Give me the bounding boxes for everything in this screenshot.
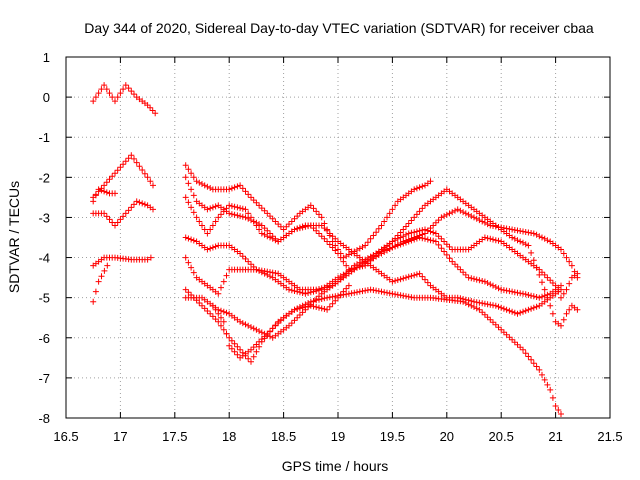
y-tick-label: -2 (38, 170, 50, 185)
y-tick-label: -8 (38, 411, 50, 426)
series-track-6 (90, 262, 111, 305)
x-axis-label: GPS time / hours (282, 458, 389, 474)
plus-markers (90, 152, 156, 201)
plus-markers (90, 186, 118, 205)
x-tick-label: 19 (331, 429, 345, 444)
grid-lines (66, 57, 610, 418)
x-tick-label: 17.5 (162, 429, 187, 444)
series-track-14 (209, 282, 352, 361)
y-tick-label: -3 (38, 210, 50, 225)
plus-markers (182, 286, 564, 417)
x-tick-label: 19.5 (380, 429, 405, 444)
y-axis-label: SDTVAR / TECUs (6, 181, 22, 293)
series-track-7 (182, 162, 434, 261)
plus-markers (90, 198, 156, 229)
y-tick-label: -7 (38, 371, 50, 386)
series-track-5 (90, 254, 154, 269)
x-tick-label: 21 (548, 429, 562, 444)
data-points (90, 82, 581, 417)
x-tick-label: 20.5 (489, 429, 514, 444)
y-tick-label: -1 (38, 130, 50, 145)
x-tick-label: 21.5 (597, 429, 622, 444)
series-track-12 (182, 286, 564, 417)
series-track-4 (90, 198, 156, 229)
x-tick-label: 18.5 (271, 429, 296, 444)
axis-ticks: 16.5 17 17.5 18 18.5 19 19.5 20 20.5 21 21.5 1 0 -1 -2… (38, 50, 622, 444)
plus-markers (209, 282, 352, 361)
plus-markers (90, 254, 154, 269)
x-tick-label: 16.5 (53, 429, 78, 444)
x-tick-label: 18 (222, 429, 236, 444)
series-track-3 (90, 186, 118, 205)
x-tick-label: 20 (440, 429, 454, 444)
series-track-1 (90, 82, 159, 117)
plus-markers (182, 162, 434, 261)
y-tick-label: -6 (38, 331, 50, 346)
plus-markers (90, 262, 111, 305)
series-track-2 (90, 152, 156, 201)
y-tick-label: 1 (43, 50, 50, 65)
y-tick-label: -4 (38, 251, 50, 266)
plus-markers (90, 82, 159, 117)
y-tick-label: 0 (43, 90, 50, 105)
x-tick-label: 17 (113, 429, 127, 444)
chart-title: Day 344 of 2020, Sidereal Day-to-day VTE… (84, 20, 594, 36)
y-tick-label: -5 (38, 291, 50, 306)
